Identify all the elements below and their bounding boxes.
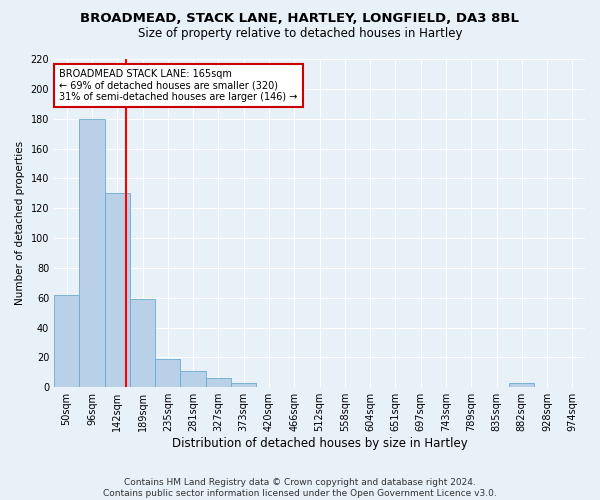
Text: BROADMEAD, STACK LANE, HARTLEY, LONGFIELD, DA3 8BL: BROADMEAD, STACK LANE, HARTLEY, LONGFIEL… (80, 12, 520, 26)
Bar (181, 371, 206, 387)
Bar (206, 378, 231, 387)
Bar (104, 194, 130, 387)
Bar (509, 382, 535, 387)
Text: Contains HM Land Registry data © Crown copyright and database right 2024.
Contai: Contains HM Land Registry data © Crown c… (103, 478, 497, 498)
Bar (155, 359, 181, 387)
Text: Size of property relative to detached houses in Hartley: Size of property relative to detached ho… (138, 28, 462, 40)
X-axis label: Distribution of detached houses by size in Hartley: Distribution of detached houses by size … (172, 437, 467, 450)
Y-axis label: Number of detached properties: Number of detached properties (15, 141, 25, 305)
Bar (54, 294, 79, 387)
Bar (231, 382, 256, 387)
Bar (79, 118, 104, 387)
Text: BROADMEAD STACK LANE: 165sqm
← 69% of detached houses are smaller (320)
31% of s: BROADMEAD STACK LANE: 165sqm ← 69% of de… (59, 69, 298, 102)
Bar (130, 299, 155, 387)
